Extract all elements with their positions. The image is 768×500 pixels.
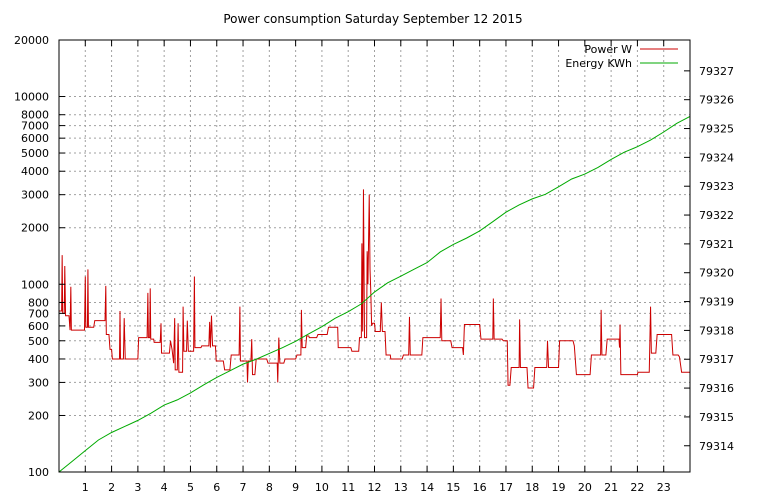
x-tick-label: 16 <box>473 481 487 494</box>
tick-layer <box>59 39 690 473</box>
y-left-tick-label: 1000 <box>21 278 49 291</box>
x-tick-label: 1 <box>82 481 89 494</box>
y-left-tick-label: 600 <box>28 320 49 333</box>
x-tick-label: 10 <box>315 481 329 494</box>
y-left-tick-label: 8000 <box>21 109 49 122</box>
y-right-tick-label: 79314 <box>699 440 734 453</box>
y-left-tick-label: 500 <box>28 335 49 348</box>
y-right-tick-label: 79323 <box>699 180 734 193</box>
legend: Power W Energy KWh <box>565 43 678 70</box>
y-left-tick-label: 3000 <box>21 189 49 202</box>
x-tick-label: 3 <box>134 481 141 494</box>
chart-title: Power consumption Saturday September 12 … <box>223 12 522 26</box>
power-series-line <box>59 189 690 389</box>
y-left-tick-label: 300 <box>28 376 49 389</box>
x-tick-label: 11 <box>341 481 355 494</box>
legend-label-power: Power W <box>584 43 632 56</box>
y-left-tick-label: 7000 <box>21 120 49 133</box>
x-tick-label: 9 <box>292 481 299 494</box>
y-right-tick-label: 79326 <box>699 94 734 107</box>
y-right-tick-label: 79327 <box>699 65 734 78</box>
y-left-tick-label: 800 <box>28 296 49 309</box>
y-right-tick-label: 79318 <box>699 324 734 337</box>
y-right-tick-label: 79319 <box>699 296 734 309</box>
grid-layer <box>59 40 690 472</box>
x-tick-label: 7 <box>240 481 247 494</box>
y-left-tick-label: 2000 <box>21 222 49 235</box>
label-layer: 1 2 3 4 5 6 7 8 9 10 11 12 13 14 15 16 17 18 19 20 21 22 23100… <box>14 34 734 494</box>
y-right-tick-label: 79316 <box>699 382 734 395</box>
y-left-tick-label: 6000 <box>21 132 49 145</box>
x-tick-label: 17 <box>499 481 513 494</box>
x-tick-label: 5 <box>187 481 194 494</box>
y-left-tick-label: 200 <box>28 409 49 422</box>
x-tick-label: 19 <box>552 481 566 494</box>
y-left-tick-label: 700 <box>28 307 49 320</box>
series-layer <box>58 115 691 473</box>
x-tick-label: 20 <box>578 481 592 494</box>
x-tick-label: 6 <box>213 481 220 494</box>
x-tick-label: 12 <box>368 481 382 494</box>
y-right-tick-label: 79322 <box>699 209 734 222</box>
x-tick-label: 14 <box>420 481 434 494</box>
energy-series-line <box>58 115 691 473</box>
y-left-tick-label: 20000 <box>14 34 49 47</box>
x-tick-label: 8 <box>266 481 273 494</box>
y-left-tick-label: 400 <box>28 353 49 366</box>
y-right-tick-label: 79315 <box>699 411 734 424</box>
x-tick-label: 4 <box>161 481 168 494</box>
x-tick-label: 21 <box>604 481 618 494</box>
y-left-tick-label: 10000 <box>14 91 49 104</box>
legend-label-energy: Energy KWh <box>565 57 632 70</box>
y-left-tick-label: 4000 <box>21 165 49 178</box>
y-right-tick-label: 79320 <box>699 267 734 280</box>
x-tick-label: 15 <box>446 481 460 494</box>
y-left-tick-label: 5000 <box>21 147 49 160</box>
x-tick-label: 2 <box>108 481 115 494</box>
y-right-tick-label: 79325 <box>699 123 734 136</box>
x-tick-label: 22 <box>630 481 644 494</box>
y-right-tick-label: 79317 <box>699 353 734 366</box>
y-right-tick-label: 79324 <box>699 151 734 164</box>
x-tick-label: 13 <box>394 481 408 494</box>
y-right-tick-label: 79321 <box>699 238 734 251</box>
y-left-tick-label: 100 <box>28 466 49 479</box>
x-tick-label: 23 <box>657 481 671 494</box>
x-tick-label: 18 <box>525 481 539 494</box>
